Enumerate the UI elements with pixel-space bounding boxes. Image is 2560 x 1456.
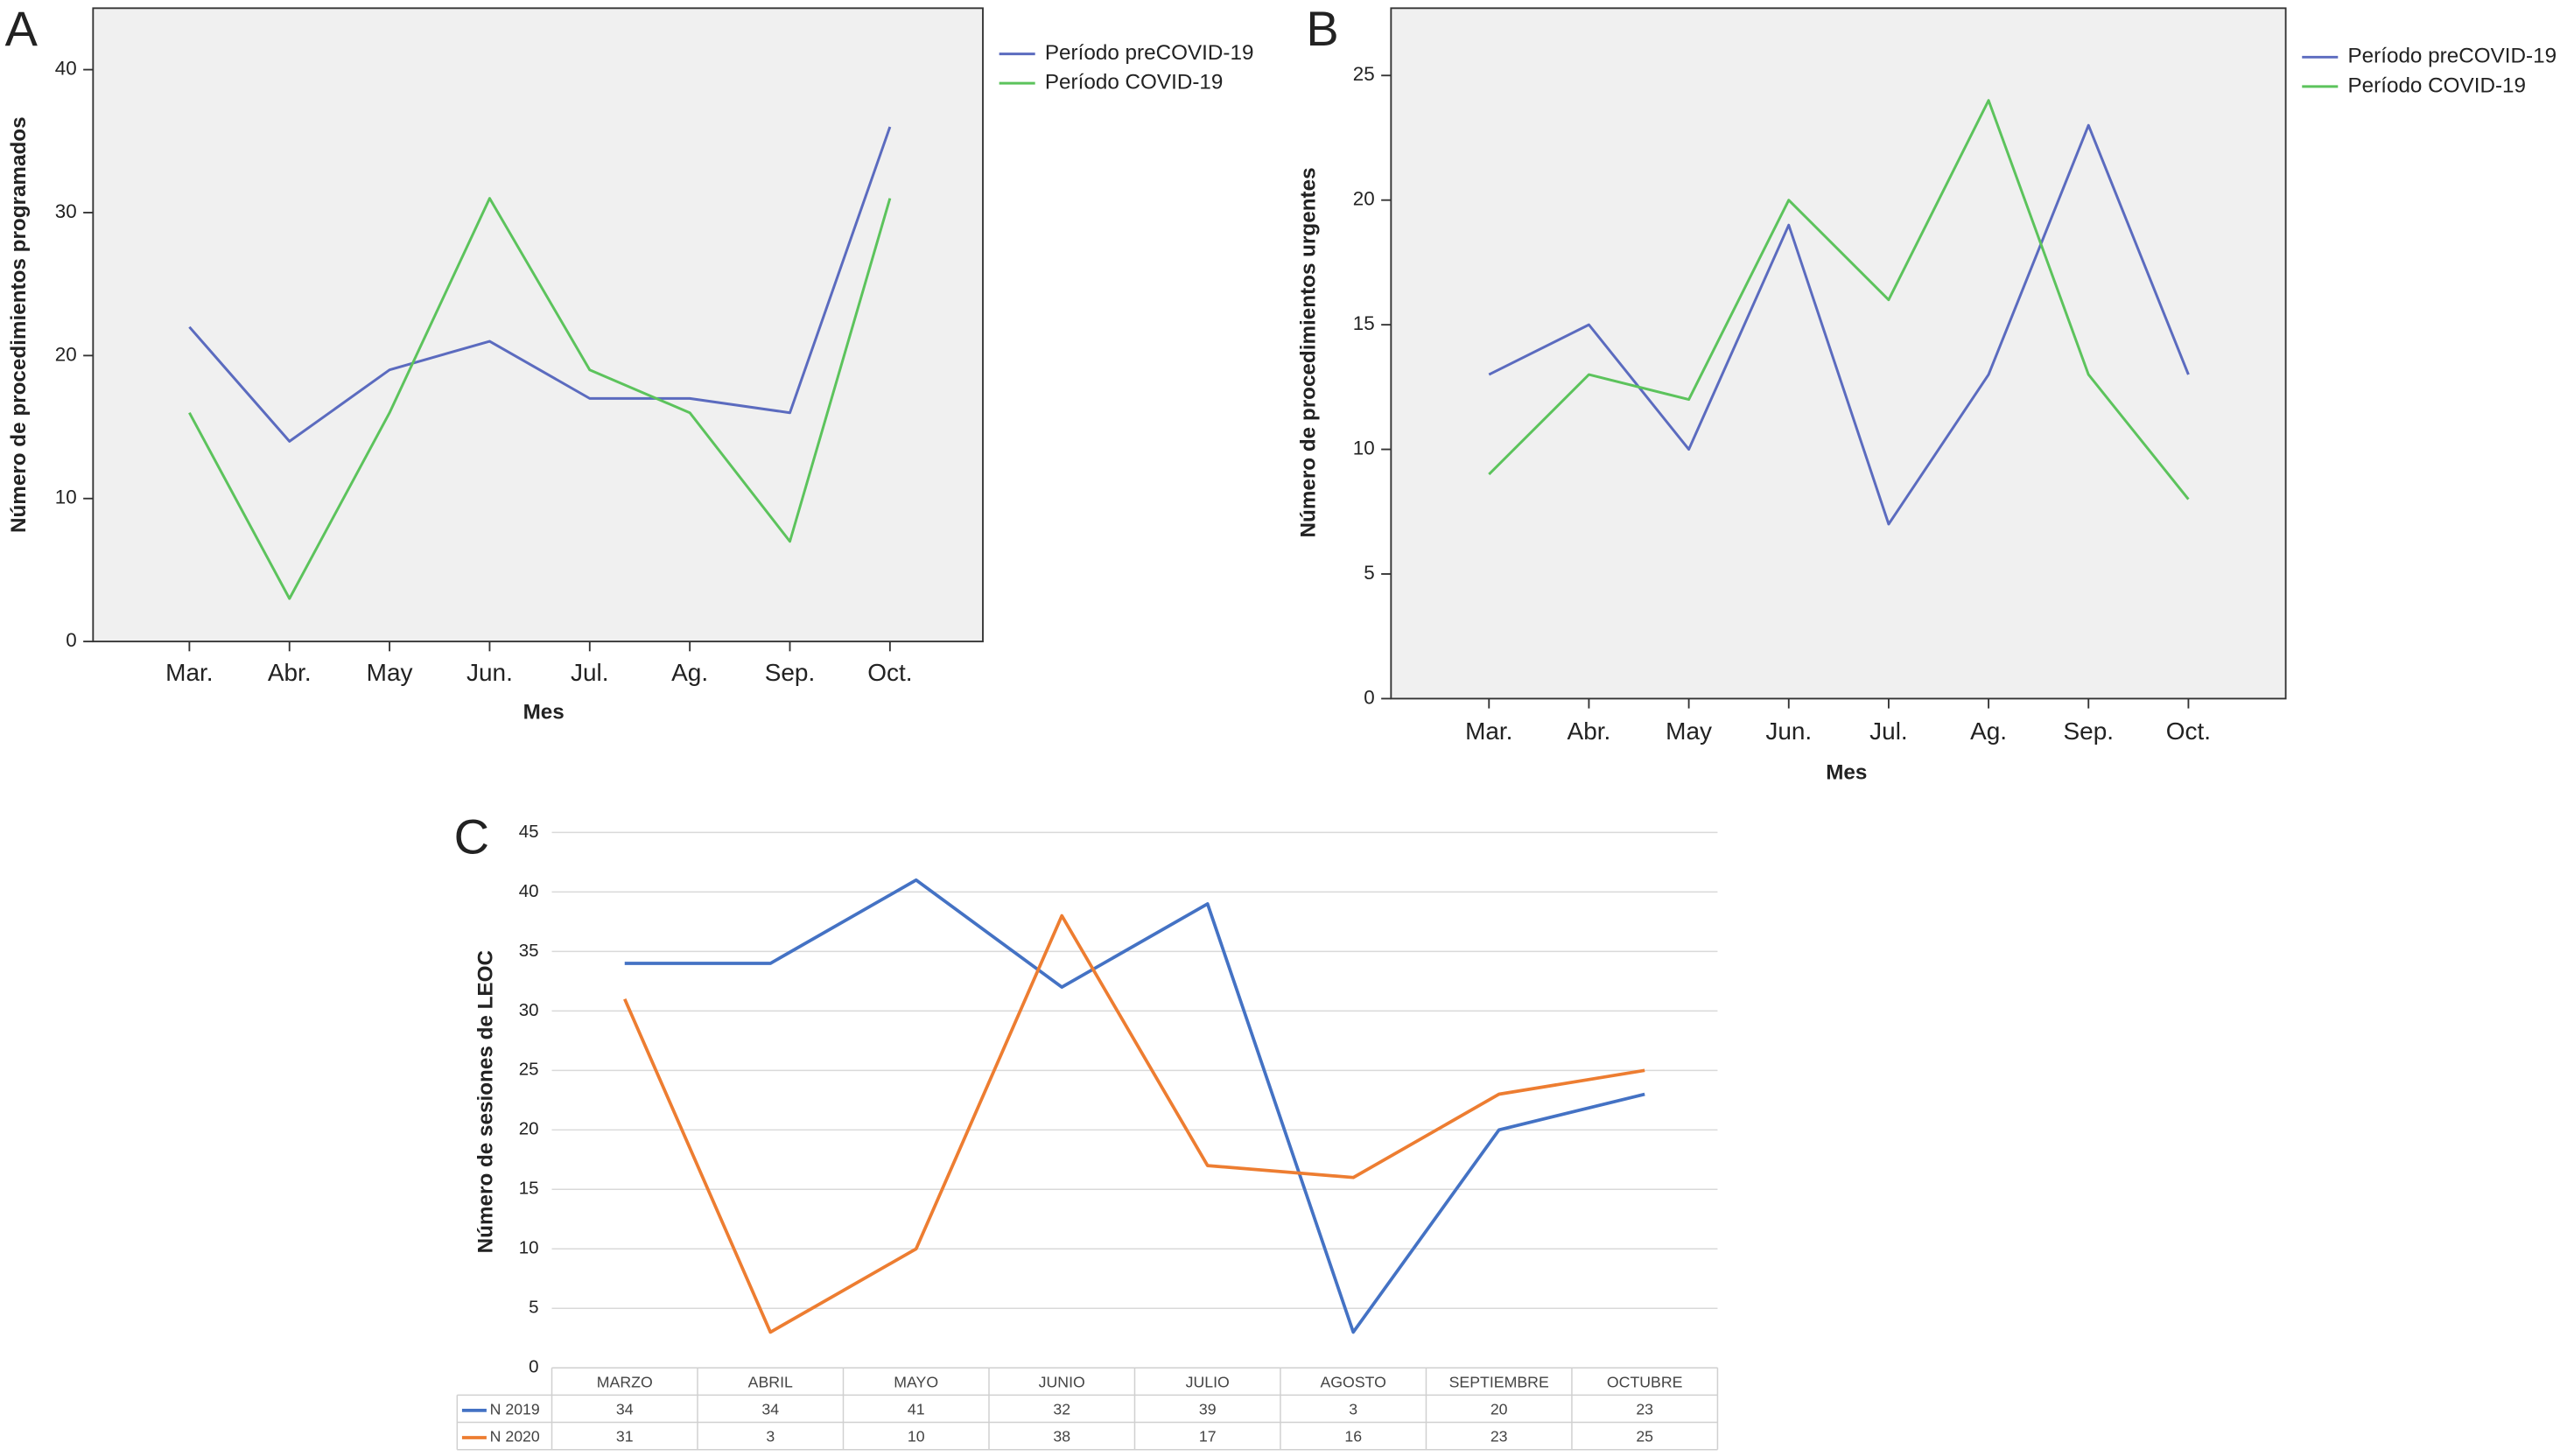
table-cell: 17 (1199, 1428, 1217, 1446)
y-tick-label: 5 (529, 1298, 538, 1318)
x-tick-label: Abr. (1568, 718, 1611, 745)
table-cell: 39 (1199, 1401, 1217, 1418)
table-cell: 25 (1636, 1428, 1653, 1446)
x-tick-label: Oct. (2166, 718, 2211, 745)
table-header: MARZO (597, 1373, 653, 1390)
legend-label: N 2019 (490, 1401, 540, 1418)
series-line (1488, 123, 2190, 526)
table-cell: 41 (908, 1401, 925, 1418)
series-line (1488, 99, 2190, 500)
x-tick-label: Mar. (165, 659, 213, 686)
table-header: AGOSTO (1320, 1373, 1386, 1390)
y-tick-label: 20 (55, 343, 77, 365)
y-tick-label: 20 (519, 1119, 539, 1139)
y-tick-label: 10 (1353, 437, 1375, 458)
table-cell: 38 (1053, 1428, 1070, 1446)
panel-label: C (454, 808, 489, 864)
y-axis-label: Número de procedimientos programados (7, 116, 31, 533)
y-tick-label: 25 (519, 1060, 539, 1080)
y-tick-label: 0 (66, 629, 76, 651)
y-tick-label: 35 (519, 941, 539, 961)
y-tick-label: 45 (519, 822, 539, 842)
x-tick-label: Ag. (671, 659, 708, 686)
x-tick-label: Jun. (466, 659, 513, 686)
x-tick-label: May (1666, 718, 1712, 745)
y-tick-label: 15 (519, 1179, 539, 1199)
table-cell: 32 (1053, 1401, 1070, 1418)
table-header: JULIO (1186, 1373, 1230, 1390)
y-axis-label: Número de procedimientos urgentes (1296, 167, 1320, 537)
x-tick-label: Jul. (571, 659, 609, 686)
y-tick-label: 40 (55, 58, 77, 80)
x-tick-label: Jun. (1765, 718, 1812, 745)
series-line (624, 878, 1645, 1334)
table-header: SEPTIEMBRE (1449, 1373, 1549, 1390)
table-cell: 20 (1490, 1401, 1508, 1418)
y-tick-label: 30 (519, 1000, 539, 1020)
y-tick-label: 0 (529, 1357, 538, 1377)
legend-label: Período preCOVID-19 (1045, 41, 1254, 65)
y-tick-label: 15 (1353, 312, 1375, 334)
legend-label: Período COVID-19 (2347, 74, 2526, 97)
x-tick-label: Oct. (867, 659, 912, 686)
table-cell: 34 (761, 1401, 779, 1418)
x-axis-label: Mes (523, 701, 565, 724)
y-tick-label: 25 (1353, 63, 1375, 85)
x-tick-label: Ag. (1970, 718, 2007, 745)
series-line (188, 197, 892, 600)
x-axis-label: Mes (1826, 761, 1867, 785)
table-header: MAYO (894, 1373, 938, 1390)
y-tick-label: 20 (1353, 188, 1375, 210)
table-header: ABRIL (748, 1373, 793, 1390)
legend-label: Período COVID-19 (1045, 71, 1224, 94)
table-cell: 16 (1344, 1428, 1362, 1446)
table-cell: 10 (908, 1428, 925, 1446)
x-tick-label: Sep. (2063, 718, 2114, 745)
table-header: OCTUBRE (1607, 1373, 1683, 1390)
table-header: JUNIO (1039, 1373, 1085, 1390)
y-tick-label: 10 (519, 1238, 539, 1258)
y-tick-label: 30 (55, 200, 77, 222)
y-tick-label: 0 (1364, 686, 1374, 708)
table-cell: 23 (1636, 1401, 1653, 1418)
table-cell: 3 (766, 1428, 775, 1446)
panel-label: A (5, 1, 39, 56)
table-cell: 31 (616, 1428, 634, 1446)
legend-label: Período preCOVID-19 (2347, 45, 2556, 68)
legend-label: N 2020 (490, 1428, 540, 1446)
x-tick-label: Mar. (1465, 718, 1512, 745)
series-line (623, 914, 1645, 1334)
x-tick-label: Jul. (1869, 718, 1908, 745)
series-line (188, 126, 892, 443)
table-cell: 23 (1490, 1428, 1508, 1446)
x-tick-label: Abr. (268, 659, 312, 686)
y-tick-label: 5 (1364, 562, 1374, 584)
plot-area (92, 7, 984, 643)
x-tick-label: May (367, 659, 413, 686)
y-tick-label: 40 (519, 881, 539, 901)
table-cell: 34 (616, 1401, 634, 1418)
panel-label: B (1306, 1, 1338, 56)
plot-area (1390, 7, 2287, 700)
y-axis-label: Número de sesiones de LEOC (473, 950, 497, 1253)
y-tick-label: 10 (55, 486, 77, 508)
data-table: MARZO ABRIL MAYO JUNIO JULIO AGOSTO SEPTIEMBRE… (456, 1367, 1719, 1451)
x-tick-label: Sep. (765, 659, 816, 686)
table-cell: 3 (1349, 1401, 1357, 1418)
